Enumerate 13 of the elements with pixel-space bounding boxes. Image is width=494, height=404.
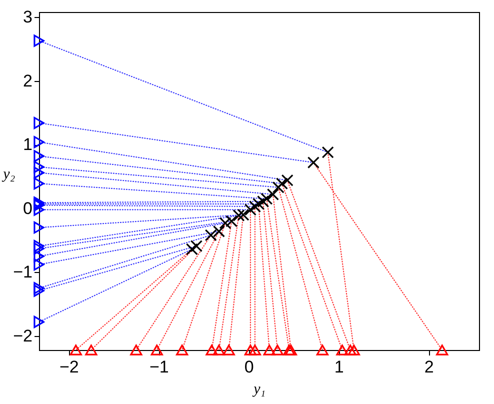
y-tick-label: 1 <box>23 135 32 154</box>
x-tick-label: 2 <box>424 358 434 376</box>
x-tick-label: 1 <box>334 358 344 376</box>
x-tick-label: 0 <box>244 358 254 376</box>
y-axis-title: y₂ <box>1 166 16 182</box>
x-tick-label: −1 <box>149 358 169 376</box>
y-tick-label: −2 <box>13 326 32 346</box>
y-tick-label: 0 <box>23 198 32 218</box>
y-tick-label: −1 <box>13 262 32 282</box>
x-axis-title: y₁ <box>252 382 266 398</box>
y-tick-label: 3 <box>23 8 32 27</box>
x-tick-label: −2 <box>60 358 79 376</box>
y-tick-label: 2 <box>23 71 32 90</box>
